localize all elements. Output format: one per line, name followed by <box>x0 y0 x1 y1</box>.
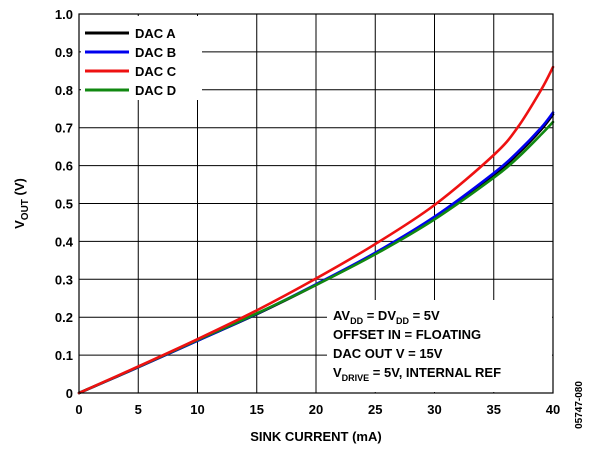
y-tick-label: 0 <box>66 386 73 401</box>
y-tick-label: 0.7 <box>55 121 73 136</box>
y-tick-label: 0.6 <box>55 159 73 174</box>
y-tick-label: 0.1 <box>55 348 73 363</box>
y-tick-label: 0.9 <box>55 45 73 60</box>
x-tick-label: 35 <box>487 402 501 417</box>
y-tick-label: 0.8 <box>55 83 73 98</box>
legend-box <box>81 16 202 100</box>
y-axis-label-sub: OUT <box>20 199 31 220</box>
legend-label: DAC A <box>135 26 176 41</box>
legend: DAC A DAC B DAC C DAC D <box>81 16 202 100</box>
y-tick-label: 0.2 <box>55 310 73 325</box>
annotation-line: AVDD = DVDD = 5V <box>333 308 440 326</box>
series-lines <box>77 65 555 395</box>
x-tick-labels: 0 5 10 15 20 25 30 35 40 <box>75 402 560 417</box>
x-tick-label: 40 <box>546 402 560 417</box>
x-tick-label: 15 <box>250 402 264 417</box>
x-tick-label: 30 <box>427 402 441 417</box>
y-axis-label-unit: (V) <box>12 178 27 199</box>
legend-label: DAC B <box>135 45 176 60</box>
x-tick-label: 20 <box>309 402 323 417</box>
y-tick-label: 0.5 <box>55 197 73 212</box>
y-axis-label: VOUT (V) <box>12 178 31 229</box>
figure-id: 05747-080 <box>574 381 585 429</box>
legend-label: DAC C <box>135 64 177 79</box>
annotation-line: OFFSET IN = FLOATING <box>333 327 481 342</box>
annotation-line: VDRIVE = 5V, INTERNAL REF <box>333 365 501 383</box>
x-tick-label: 0 <box>75 402 82 417</box>
series-line-dac-c <box>77 65 555 395</box>
annotation-box <box>327 300 552 392</box>
y-axis-label-main: V <box>12 220 27 229</box>
x-axis-label: SINK CURRENT (mA) <box>250 429 381 444</box>
x-tick-label: 25 <box>368 402 382 417</box>
y-tick-label: 0.3 <box>55 272 73 287</box>
x-tick-label: 10 <box>190 402 204 417</box>
legend-label: DAC D <box>135 83 176 98</box>
y-tick-label: 0.4 <box>55 234 74 249</box>
y-tick-labels: 0 0.1 0.2 0.3 0.4 0.5 0.6 0.7 0.8 0.9 1.0 <box>55 7 74 401</box>
y-tick-label: 1.0 <box>55 7 73 22</box>
plot-frame <box>78 13 554 394</box>
annotation-line: DAC OUT V = 15V <box>333 346 443 361</box>
x-tick-label: 5 <box>135 402 142 417</box>
